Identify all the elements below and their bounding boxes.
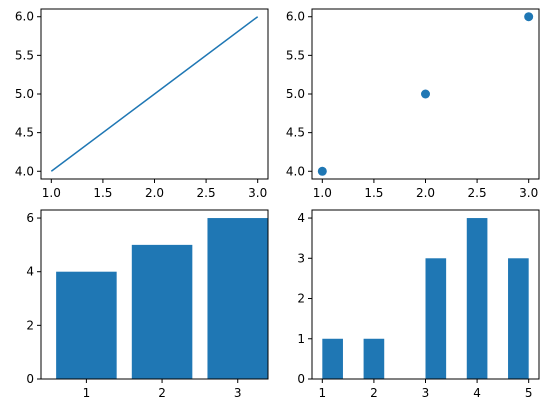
x-tick-label: 2.5 — [197, 186, 216, 200]
x-tick-label: 1 — [318, 386, 326, 400]
y-tick-label: 4.5 — [286, 126, 305, 140]
x-tick-label: 1.0 — [42, 186, 61, 200]
y-tick-label: 0 — [26, 372, 34, 386]
y-tick-label: 5.5 — [15, 48, 34, 62]
x-tick-label: 1.0 — [313, 186, 332, 200]
scatter-point — [524, 12, 534, 22]
y-tick-label: 6.0 — [15, 10, 34, 24]
x-tick-label: 3 — [422, 386, 430, 400]
bar — [425, 258, 447, 379]
y-tick-label: 3 — [297, 251, 305, 265]
x-tick-label: 2 — [370, 386, 378, 400]
y-tick-label: 4.5 — [15, 126, 34, 140]
bar — [322, 338, 343, 379]
y-tick-label: 0 — [297, 372, 305, 386]
x-tick-label: 1.5 — [93, 186, 112, 200]
y-tick-label: 4.0 — [15, 164, 34, 178]
bar — [363, 338, 385, 379]
y-tick-label: 5.0 — [15, 87, 34, 101]
x-tick-label: 3.0 — [519, 186, 538, 200]
series-line — [50, 16, 259, 172]
x-tick-label: 3.0 — [248, 186, 267, 200]
axes-frame — [40, 209, 269, 380]
x-tick-label: 2.0 — [416, 186, 435, 200]
y-tick-label: 4.0 — [286, 164, 305, 178]
y-tick-label: 4 — [26, 265, 34, 279]
y-tick-label: 5.5 — [286, 48, 305, 62]
y-tick-label: 6.0 — [286, 10, 305, 24]
bar — [207, 218, 268, 379]
bar — [466, 218, 488, 379]
bar — [131, 244, 193, 379]
x-tick-label: 1 — [83, 386, 91, 400]
x-tick-label: 2 — [158, 386, 166, 400]
y-tick-label: 2 — [297, 292, 305, 306]
x-tick-label: 1.5 — [364, 186, 383, 200]
x-tick-label: 2.5 — [468, 186, 487, 200]
y-tick-label: 5.0 — [286, 87, 305, 101]
bar — [508, 258, 529, 379]
subplot-scatter: 1.0 1.5 2.0 2.5 3.0 4.0 4.5 5.0 5.5 6.0 — [286, 8, 540, 200]
bar — [56, 271, 117, 379]
scatter-point — [317, 166, 327, 176]
x-tick-label: 3 — [234, 386, 242, 400]
x-tick-label: 5 — [525, 386, 533, 400]
scatter-point — [421, 89, 430, 99]
y-tick-label: 2 — [26, 318, 34, 332]
x-tick-label: 2.0 — [145, 186, 164, 200]
y-tick-label: 4 — [297, 211, 305, 225]
y-tick-label: 6 — [26, 211, 34, 225]
x-tick-label: 4 — [473, 386, 481, 400]
y-tick-label: 1 — [297, 332, 305, 346]
subplot-line: 1.0 1.5 2.0 2.5 3.0 4.0 4.5 5.0 5.5 6.0 — [15, 8, 269, 200]
subplot-bar: 1 2 3 0 2 4 6 — [26, 209, 269, 400]
